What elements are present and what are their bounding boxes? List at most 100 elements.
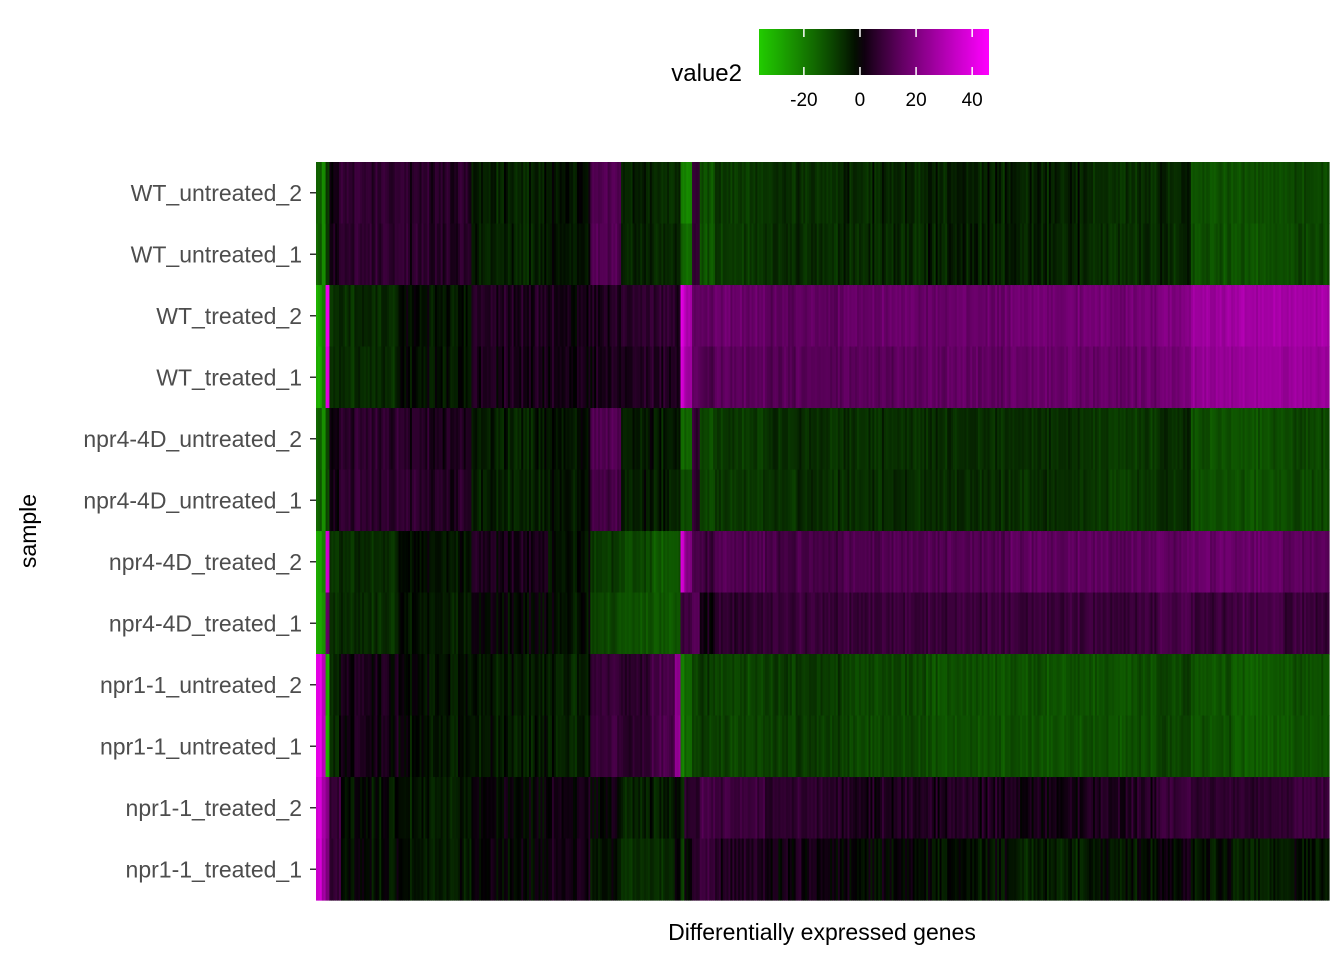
heatmap-cell (768, 592, 772, 655)
heatmap-cell (951, 531, 954, 594)
heatmap-cell (699, 592, 703, 655)
heatmap-cell (513, 285, 517, 348)
heatmap-cell (488, 223, 492, 286)
heatmap-cell (429, 531, 432, 594)
heatmap-cell (348, 531, 352, 594)
heatmap-cell (864, 346, 868, 409)
heatmap-cell (551, 346, 555, 409)
heatmap-cell (561, 838, 565, 901)
heatmap-cell (853, 408, 856, 471)
heatmap-cell (528, 408, 532, 471)
heatmap-cell (786, 223, 789, 286)
heatmap-cell (761, 654, 764, 717)
heatmap-cell (659, 592, 662, 655)
heatmap-cell (1029, 469, 1033, 532)
heatmap-cell (774, 162, 778, 225)
heatmap-cell (676, 715, 680, 778)
heatmap-cell (920, 777, 923, 840)
heatmap-cell (795, 285, 799, 348)
heatmap-cell (1010, 777, 1014, 840)
heatmap-cell (820, 469, 824, 532)
heatmap-cell (427, 838, 430, 901)
heatmap-cell (413, 346, 417, 409)
heatmap-cell (1100, 592, 1104, 655)
heatmap-cell (834, 162, 837, 225)
heatmap-cell (613, 592, 616, 655)
heatmap-cell (603, 408, 607, 471)
heatmap-cell (404, 715, 407, 778)
heatmap-cell (981, 346, 985, 409)
heatmap-cell (438, 223, 442, 286)
heatmap-cell (874, 777, 877, 840)
heatmap-cell (983, 162, 987, 225)
heatmap-cell (651, 408, 655, 471)
heatmap-cell (316, 777, 319, 840)
heatmap-cell (538, 654, 542, 717)
heatmap-cell (843, 285, 847, 348)
heatmap-cell (688, 531, 691, 594)
heatmap-cell (442, 777, 446, 840)
heatmap-cell (622, 162, 626, 225)
heatmap-cell (626, 654, 630, 717)
heatmap-cell (659, 223, 662, 286)
heatmap-cell (663, 223, 666, 286)
heatmap-cell (1041, 469, 1044, 532)
heatmap-cell (1068, 715, 1071, 778)
heatmap-cell (897, 408, 900, 471)
heatmap-cell (1054, 346, 1058, 409)
heatmap-cell (390, 715, 394, 778)
heatmap-cell (928, 469, 931, 532)
heatmap-cell (575, 838, 578, 901)
heatmap-cell (1050, 346, 1054, 409)
heatmap-cell (642, 592, 645, 655)
heatmap-cell (784, 777, 787, 840)
heatmap-cell (567, 285, 570, 348)
heatmap-cell (740, 592, 743, 655)
heatmap-cell (795, 346, 799, 409)
heatmap-cell (440, 777, 444, 840)
heatmap-cell (333, 531, 336, 594)
heatmap-cell (881, 654, 885, 717)
heatmap-cell (1006, 223, 1010, 286)
heatmap-cell (1018, 715, 1021, 778)
heatmap-cell (642, 777, 645, 840)
heatmap-cell (822, 346, 826, 409)
heatmap-cell (893, 838, 897, 901)
heatmap-cell (949, 223, 952, 286)
heatmap-cell (912, 285, 916, 348)
heatmap-cell (651, 654, 655, 717)
heatmap-cell (1096, 223, 1100, 286)
heatmap-cell (628, 408, 632, 471)
heatmap-cell (951, 715, 954, 778)
heatmap-cell (722, 838, 726, 901)
heatmap-cell (555, 777, 559, 840)
heatmap-cell (977, 469, 981, 532)
heatmap-cell (452, 408, 455, 471)
heatmap-cell (588, 777, 591, 840)
heatmap-cell (456, 531, 459, 594)
heatmap-cell (1060, 592, 1063, 655)
heatmap-cell (624, 346, 628, 409)
heatmap-cell (561, 408, 565, 471)
heatmap-cell (624, 654, 628, 717)
heatmap-cell (317, 408, 321, 471)
heatmap-cell (628, 162, 632, 225)
heatmap-cell (344, 346, 348, 409)
heatmap-cell (419, 715, 423, 778)
heatmap-cell (734, 654, 737, 717)
heatmap-cell (413, 469, 417, 532)
heatmap-cell (500, 346, 503, 409)
heatmap-cell (874, 162, 877, 225)
heatmap-cell (469, 531, 472, 594)
heatmap-cell (427, 408, 430, 471)
heatmap-cell (782, 285, 785, 348)
heatmap-cell (1018, 346, 1021, 409)
heatmap-cell (434, 285, 438, 348)
heatmap-cell (812, 285, 816, 348)
heatmap-cell (550, 223, 553, 286)
heatmap-cell (383, 654, 386, 717)
heatmap-cell (580, 346, 584, 409)
heatmap-cell (653, 408, 657, 471)
heatmap-cell (408, 838, 411, 901)
heatmap-cell (1012, 346, 1015, 409)
